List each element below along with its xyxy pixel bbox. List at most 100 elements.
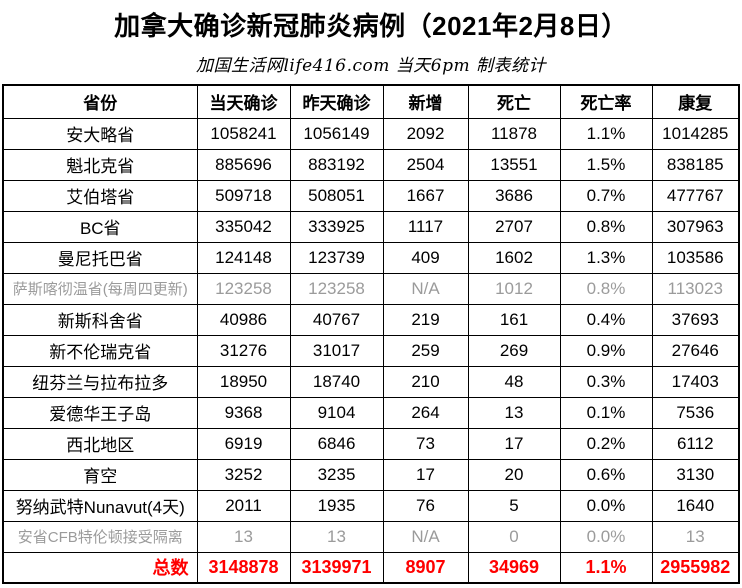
cell-death-rate: 1.3% xyxy=(559,241,653,274)
cell-yesterday-confirmed: 123258 xyxy=(289,272,384,305)
table-row: 曼尼托巴省 124148 123739 409 1602 1.3% 103586 xyxy=(2,241,740,274)
cell-new-cases: N/A xyxy=(382,272,469,305)
table-row: 艾伯塔省 509718 508051 1667 3686 0.7% 477767 xyxy=(2,179,740,212)
cell-yesterday-confirmed: 18740 xyxy=(289,365,384,398)
cell-province: 育空 xyxy=(2,458,198,491)
cell-new-cases: 1117 xyxy=(382,210,469,243)
header-province: 省份 xyxy=(2,84,198,119)
cell-death-rate: 1.5% xyxy=(559,148,653,181)
cell-death-rate: 0.0% xyxy=(559,520,653,553)
covid-stats-table: 省份 当天确诊 昨天确诊 新增 死亡 死亡率 康复 安大略省 1058241 1… xyxy=(2,84,740,584)
cell-province: 努纳武特Nunavut(4天) xyxy=(2,489,198,522)
cell-deaths: 5 xyxy=(467,489,561,522)
cell-death-rate: 0.9% xyxy=(559,334,653,367)
table-row: 西北地区 6919 6846 73 17 0.2% 6112 xyxy=(2,427,740,460)
cell-new-cases: 76 xyxy=(382,489,469,522)
cell-new-cases: 264 xyxy=(382,396,469,429)
cell-recovered: 1640 xyxy=(651,489,740,522)
cell-today-confirmed: 1058241 xyxy=(196,117,291,150)
header-new-cases: 新增 xyxy=(382,84,469,119)
cell-province: 爱德华王子岛 xyxy=(2,396,198,429)
header-yesterday-confirmed: 昨天确诊 xyxy=(289,84,384,119)
header-deaths: 死亡 xyxy=(467,84,561,119)
cell-deaths: 1012 xyxy=(467,272,561,305)
total-deaths: 34969 xyxy=(467,551,561,584)
cell-today-confirmed: 18950 xyxy=(196,365,291,398)
cell-deaths: 161 xyxy=(467,303,561,336)
cell-deaths: 2707 xyxy=(467,210,561,243)
cell-today-confirmed: 6919 xyxy=(196,427,291,460)
cell-yesterday-confirmed: 333925 xyxy=(289,210,384,243)
cell-recovered: 103586 xyxy=(651,241,740,274)
table-row: 爱德华王子岛 9368 9104 264 13 0.1% 7536 xyxy=(2,396,740,429)
cell-yesterday-confirmed: 3235 xyxy=(289,458,384,491)
cell-province: 魁北克省 xyxy=(2,148,198,181)
cell-yesterday-confirmed: 9104 xyxy=(289,396,384,429)
cell-recovered: 113023 xyxy=(651,272,740,305)
cell-recovered: 6112 xyxy=(651,427,740,460)
cell-province: 纽芬兰与拉布拉多 xyxy=(2,365,198,398)
table-body: 安大略省 1058241 1056149 2092 11878 1.1% 101… xyxy=(2,117,740,553)
cell-today-confirmed: 31276 xyxy=(196,334,291,367)
page-title: 加拿大确诊新冠肺炎病例（2021年2月8日） xyxy=(114,11,628,41)
total-new-cases: 8907 xyxy=(382,551,469,584)
cell-deaths: 269 xyxy=(467,334,561,367)
cell-new-cases: 2504 xyxy=(382,148,469,181)
cell-yesterday-confirmed: 508051 xyxy=(289,179,384,212)
cell-deaths: 13 xyxy=(467,396,561,429)
cell-province: 艾伯塔省 xyxy=(2,179,198,212)
cell-new-cases: 17 xyxy=(382,458,469,491)
table-row: 纽芬兰与拉布拉多 18950 18740 210 48 0.3% 17403 xyxy=(2,365,740,398)
cell-today-confirmed: 885696 xyxy=(196,148,291,181)
table-row: 新不伦瑞克省 31276 31017 259 269 0.9% 27646 xyxy=(2,334,740,367)
cell-yesterday-confirmed: 6846 xyxy=(289,427,384,460)
cell-province: 西北地区 xyxy=(2,427,198,460)
cell-yesterday-confirmed: 1935 xyxy=(289,489,384,522)
cell-new-cases: 219 xyxy=(382,303,469,336)
cell-yesterday-confirmed: 13 xyxy=(289,520,384,553)
cell-deaths: 17 xyxy=(467,427,561,460)
cell-deaths: 0 xyxy=(467,520,561,553)
cell-yesterday-confirmed: 123739 xyxy=(289,241,384,274)
cell-recovered: 13 xyxy=(651,520,740,553)
cell-recovered: 1014285 xyxy=(651,117,740,150)
page-subtitle: 加国生活网life416.com 当天6pm 制表统计 xyxy=(195,56,547,76)
table-row: BC省 335042 333925 1117 2707 0.8% 307963 xyxy=(2,210,740,243)
cell-new-cases: 2092 xyxy=(382,117,469,150)
cell-death-rate: 1.1% xyxy=(559,117,653,150)
cell-province: 新不伦瑞克省 xyxy=(2,334,198,367)
table-footer: 总数 3148878 3139971 8907 34969 1.1% 29559… xyxy=(2,551,740,584)
total-yesterday-confirmed: 3139971 xyxy=(289,551,384,584)
cell-province: 安大略省 xyxy=(2,117,198,150)
cell-deaths: 13551 xyxy=(467,148,561,181)
total-recovered: 2955982 xyxy=(651,551,740,584)
cell-death-rate: 0.2% xyxy=(559,427,653,460)
total-today-confirmed: 3148878 xyxy=(196,551,291,584)
cell-province: 萨斯喀彻温省(每周四更新) xyxy=(2,272,198,305)
cell-yesterday-confirmed: 31017 xyxy=(289,334,384,367)
cell-death-rate: 0.1% xyxy=(559,396,653,429)
cell-deaths: 1602 xyxy=(467,241,561,274)
cell-new-cases: 259 xyxy=(382,334,469,367)
cell-province: 安省CFB特伦顿接受隔离 xyxy=(2,520,198,553)
cell-death-rate: 0.6% xyxy=(559,458,653,491)
cell-province: BC省 xyxy=(2,210,198,243)
table-row: 魁北克省 885696 883192 2504 13551 1.5% 83818… xyxy=(2,148,740,181)
table-row: 安大略省 1058241 1056149 2092 11878 1.1% 101… xyxy=(2,117,740,150)
cell-new-cases: N/A xyxy=(382,520,469,553)
cell-today-confirmed: 124148 xyxy=(196,241,291,274)
cell-deaths: 20 xyxy=(467,458,561,491)
cell-death-rate: 0.3% xyxy=(559,365,653,398)
table-header: 省份 当天确诊 昨天确诊 新增 死亡 死亡率 康复 xyxy=(2,84,740,119)
cell-today-confirmed: 3252 xyxy=(196,458,291,491)
cell-deaths: 11878 xyxy=(467,117,561,150)
cell-recovered: 3130 xyxy=(651,458,740,491)
cell-deaths: 48 xyxy=(467,365,561,398)
total-row: 总数 3148878 3139971 8907 34969 1.1% 29559… xyxy=(2,551,740,584)
table-row: 育空 3252 3235 17 20 0.6% 3130 xyxy=(2,458,740,491)
cell-today-confirmed: 509718 xyxy=(196,179,291,212)
cell-death-rate: 0.0% xyxy=(559,489,653,522)
cell-recovered: 838185 xyxy=(651,148,740,181)
cell-yesterday-confirmed: 883192 xyxy=(289,148,384,181)
cell-province: 曼尼托巴省 xyxy=(2,241,198,274)
